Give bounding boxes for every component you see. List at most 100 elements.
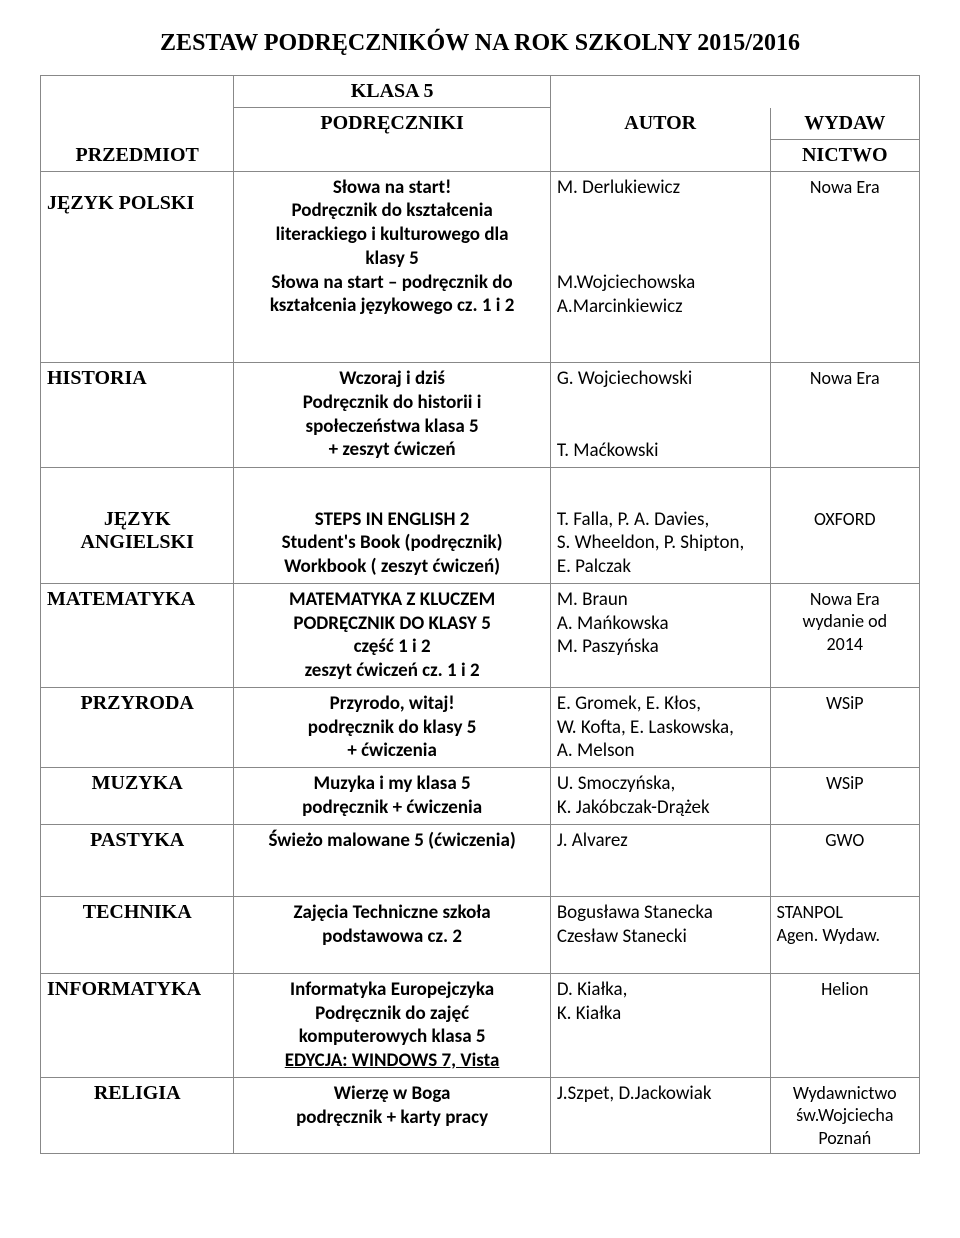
book-line: MATEMATYKA Z KLUCZEM [289,588,495,611]
subject-cell: MATEMATYKA [41,583,234,687]
author-line: T. Maćkowski [557,439,659,462]
publisher-cell: Helion [770,973,919,1077]
table-row: MATEMATYKA MATEMATYKA Z KLUCZEM PODRĘCZN… [41,583,920,687]
subject-cell: HISTORIA [41,363,234,468]
author-cell: U. Smoczyńska, K. Jakóbczak-Drążek [550,768,770,825]
subject-cell: INFORMATYKA [41,973,234,1077]
blank-cell [770,76,919,108]
publisher-cell: Wydawnictwo św.Wojciecha Poznań [770,1077,919,1154]
book-line: podręcznik do klasy 5 [308,716,477,739]
subject-line: ANGIELSKI [81,531,194,553]
col-publisher-2: NICTWO [770,139,919,171]
book-line: podstawowa cz. 2 [322,925,462,948]
author-line: A.Marcinkiewicz [557,295,683,318]
table-row: MUZYKA Muzyka i my klasa 5 podręcznik + … [41,768,920,825]
book-line: Student's Book (podręcznik) [282,531,503,554]
book-cell: Wierzę w Boga podręcznik + karty pracy [234,1077,550,1154]
publisher-line: 2014 [827,633,864,655]
author-cell: D. Kiałka, K. Kiałka [550,973,770,1077]
author-line: K. Jakóbczak-Drążek [557,796,710,819]
book-cell: STEPS IN ENGLISH 2 Student's Book (podrę… [234,504,550,584]
book-line: kształcenia językowego cz. 1 i 2 [270,294,515,317]
book-cell: Informatyka Europejczyka Podręcznik do z… [234,973,550,1077]
author-line: Czesław Stanecki [557,925,687,948]
blank-cell [41,76,234,108]
author-line: S. Wheeldon, P. Shipton, [557,531,744,554]
book-cell: Wczoraj i dziś Podręcznik do historii i … [234,363,550,468]
book-line: Informatyka Europejczyka [290,978,494,1001]
table-row: JĘZYK POLSKI Słowa na start! Podręcznik … [41,171,920,363]
publisher-cell: WSiP [770,768,919,825]
book-line: PODRĘCZNIK DO KLASY 5 [293,612,491,635]
book-line: Słowa na start! [333,176,451,199]
book-line: Podręcznik do historii i [303,391,482,414]
book-line: Wierzę w Boga [334,1082,451,1105]
publisher-cell: Nowa Era [770,171,919,363]
book-line: klasy 5 [365,247,418,270]
author-cell: Bogusława Stanecka Czesław Stanecki [550,897,770,974]
table-row: KLASA 5 [41,76,920,108]
publisher-line: Nowa Era [810,588,880,610]
table-row [41,467,920,504]
col-book: PODRĘCZNIKI [234,108,550,172]
publisher-line: św.Wojciecha [796,1104,893,1126]
author-cell: G. Wojciechowski T. Maćkowski [550,363,770,468]
author-line: U. Smoczyńska, [557,772,675,795]
book-line: podręcznik + karty pracy [296,1106,488,1129]
col-subject: PRZEDMIOT [41,108,234,172]
author-line: M.Wojciechowska [557,271,695,294]
page-title: ZESTAW PODRĘCZNIKÓW NA ROK SZKOLNY 2015/… [40,30,920,57]
author-line: A. Melson [557,739,635,762]
publisher-cell: STANPOL Agen. Wydaw. [770,897,919,974]
book-line: Workbook ( zeszyt ćwiczeń) [284,555,500,578]
book-line: literackiego i kulturowego dla [276,223,509,246]
table-row: INFORMATYKA Informatyka Europejczyka Pod… [41,973,920,1077]
col-author: AUTOR [550,108,770,172]
author-line: T. Falla, P. A. Davies, [557,508,709,531]
author-line: E. Gromek, E. Kłos, [557,692,701,715]
book-line: Podręcznik do zajęć [315,1002,469,1025]
author-line: M. Braun [557,588,628,611]
book-line: Słowa na start – podręcznik do [272,271,513,294]
subject-cell: MUZYKA [41,768,234,825]
table-row: PASTYKA Świeżo malowane 5 (ćwiczenia) J.… [41,824,920,897]
book-line: podręcznik + ćwiczenia [302,796,482,819]
book-line: Zajęcia Techniczne szkoła [294,901,491,924]
class-header: KLASA 5 [234,76,550,108]
author-cell: E. Gromek, E. Kłos, W. Kofta, E. Laskows… [550,687,770,767]
subject-line: JĘZYK [104,508,171,530]
table-row: PRZEDMIOT PODRĘCZNIKI AUTOR WYDAW [41,108,920,140]
publisher-cell: Nowa Era [770,363,919,468]
publisher-cell: Nowa Era wydanie od 2014 [770,583,919,687]
col-publisher-1: WYDAW [770,108,919,140]
subject-cell: PRZYRODA [41,687,234,767]
book-line: zeszyt ćwiczeń cz. 1 i 2 [305,659,480,682]
table-row: HISTORIA Wczoraj i dziś Podręcznik do hi… [41,363,920,468]
table-row: JĘZYK ANGIELSKI STEPS IN ENGLISH 2 Stude… [41,504,920,584]
author-cell: M. Braun A. Mańkowska M. Paszyńska [550,583,770,687]
book-cell: Świeżo malowane 5 (ćwiczenia) [234,824,550,897]
book-line: społeczeństwa klasa 5 [306,415,479,438]
book-line: + zeszyt ćwiczeń [329,438,456,461]
textbook-table: KLASA 5 PRZEDMIOT PODRĘCZNIKI AUTOR WYDA… [40,75,920,1154]
subject-cell: TECHNIKA [41,897,234,974]
publisher-line: STANPOL [777,901,843,923]
book-line: część 1 i 2 [354,635,431,658]
book-line: STEPS IN ENGLISH 2 [315,508,470,531]
book-cell: Słowa na start! Podręcznik do kształceni… [234,171,550,363]
book-line: Świeżo malowane 5 (ćwiczenia) [268,829,515,852]
table-row: TECHNIKA Zajęcia Techniczne szkoła podst… [41,897,920,974]
author-line: K. Kiałka [557,1002,621,1025]
book-line: komputerowych klasa 5 [299,1025,486,1048]
blank-cell [550,76,770,108]
author-line: D. Kiałka, [557,978,628,1001]
book-line: Przyrodo, witaj! [330,692,455,715]
publisher-cell: OXFORD [770,504,919,584]
author-cell: T. Falla, P. A. Davies, S. Wheeldon, P. … [550,504,770,584]
publisher-line: Agen. Wydaw. [777,924,880,946]
subject-cell: JĘZYK ANGIELSKI [41,504,234,584]
author-cell: J. Alvarez [550,824,770,897]
subject-cell: RELIGIA [41,1077,234,1154]
author-cell: M. Derlukiewicz M.Wojciechowska A.Marcin… [550,171,770,363]
author-line: A. Mańkowska [557,612,669,635]
